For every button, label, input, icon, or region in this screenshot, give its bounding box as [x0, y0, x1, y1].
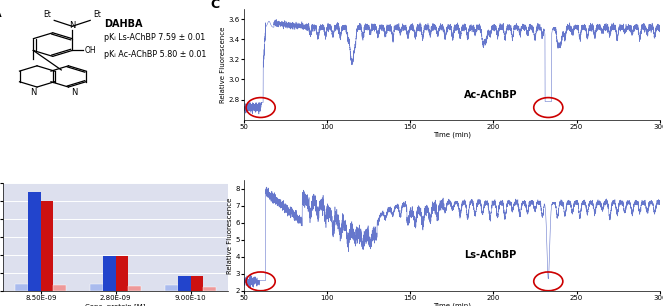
Bar [190, 276, 204, 291]
Text: C: C [211, 0, 220, 11]
Bar [204, 287, 216, 291]
Bar [178, 276, 190, 291]
Text: Ls-AChBP: Ls-AChBP [464, 250, 516, 259]
X-axis label: Time (min): Time (min) [433, 302, 471, 306]
Bar [115, 256, 129, 291]
Text: N: N [30, 88, 37, 97]
Text: Et: Et [44, 10, 52, 19]
Bar [103, 256, 115, 291]
Bar [165, 285, 178, 291]
Text: Ac-AChBP: Ac-AChBP [464, 89, 518, 99]
Bar [28, 192, 40, 291]
X-axis label: Time (min): Time (min) [433, 131, 471, 138]
Text: N: N [71, 88, 77, 97]
Y-axis label: Relative Fluorescence: Relative Fluorescence [220, 26, 226, 103]
Bar [90, 284, 103, 291]
Text: DAHBA: DAHBA [105, 19, 143, 29]
X-axis label: Conc. protein [M]: Conc. protein [M] [86, 304, 146, 306]
Bar [54, 285, 66, 291]
Bar [15, 284, 28, 291]
Text: N: N [69, 21, 76, 30]
Bar [40, 201, 54, 291]
Text: pKᵢ Ls-AChBP 7.59 ± 0.01: pKᵢ Ls-AChBP 7.59 ± 0.01 [105, 33, 206, 42]
Bar [129, 286, 141, 291]
Text: A: A [0, 7, 2, 20]
Y-axis label: Relative Fluorescence: Relative Fluorescence [227, 197, 233, 274]
Text: pKᵢ Ac-AChBP 5.80 ± 0.01: pKᵢ Ac-AChBP 5.80 ± 0.01 [105, 50, 207, 59]
Text: Et: Et [93, 10, 101, 19]
Text: OH: OH [85, 46, 96, 55]
